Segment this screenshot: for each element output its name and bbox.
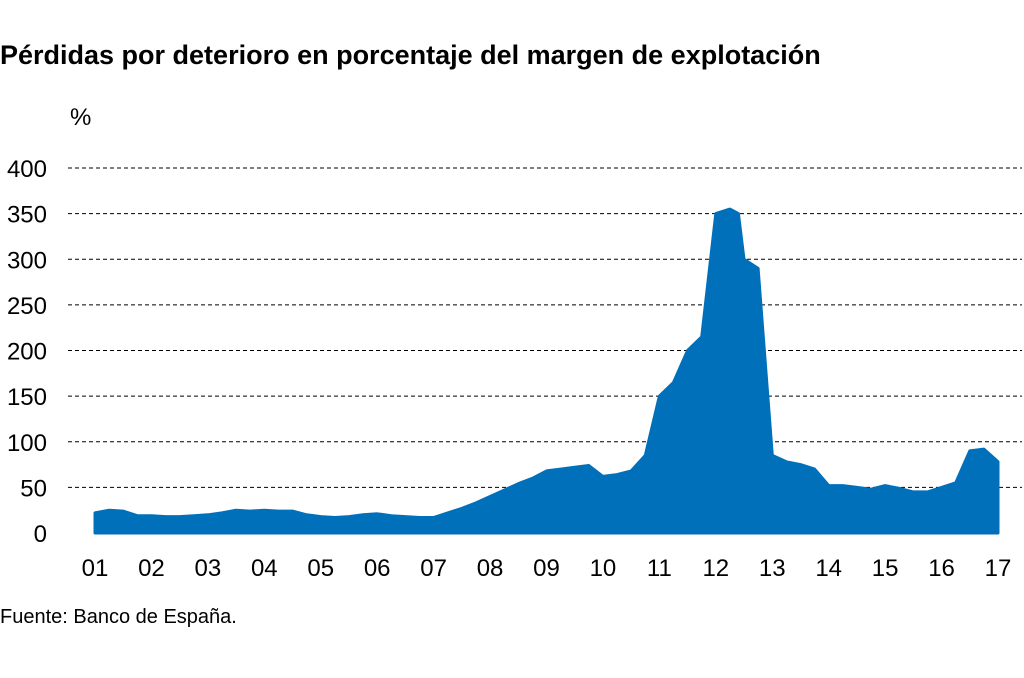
x-tick-label: 08 bbox=[477, 555, 504, 582]
y-tick-label: 250 bbox=[7, 293, 47, 320]
x-tick-label: 04 bbox=[251, 555, 278, 582]
y-tick-label: 0 bbox=[34, 521, 47, 548]
x-tick-label: 09 bbox=[533, 555, 560, 582]
x-tick-label: 15 bbox=[872, 555, 899, 582]
y-axis-unit-label: % bbox=[70, 104, 92, 131]
x-tick-label: 06 bbox=[364, 555, 391, 582]
x-tick-label: 05 bbox=[307, 555, 334, 582]
source-note: Fuente: Banco de España. bbox=[0, 606, 237, 628]
y-tick-label: 350 bbox=[7, 202, 47, 229]
y-tick-label: 100 bbox=[7, 430, 47, 457]
y-tick-label: 300 bbox=[7, 247, 47, 274]
y-axis-ticks: 0 50 100 150 200 250 300 350 400 bbox=[7, 156, 47, 548]
chart-title: Pérdidas por deterioro en porcentaje del… bbox=[0, 40, 821, 70]
x-tick-label: 17 bbox=[985, 555, 1012, 582]
x-tick-label: 01 bbox=[82, 555, 109, 582]
y-tick-label: 200 bbox=[7, 339, 47, 366]
x-tick-label: 10 bbox=[590, 555, 617, 582]
y-tick-label: 50 bbox=[20, 475, 47, 502]
x-tick-label: 12 bbox=[702, 555, 729, 582]
gridlines bbox=[68, 167, 1022, 488]
x-tick-label: 07 bbox=[420, 555, 447, 582]
x-tick-label: 02 bbox=[138, 555, 165, 582]
x-tick-label: 03 bbox=[195, 555, 222, 582]
x-tick-label: 14 bbox=[815, 555, 842, 582]
x-axis-ticks: 01 02 03 04 05 06 07 08 09 10 11 12 13 14 15 16 17 bbox=[82, 555, 1012, 582]
y-tick-label: 400 bbox=[7, 156, 47, 183]
y-tick-label: 150 bbox=[7, 384, 47, 411]
x-tick-label: 11 bbox=[647, 555, 672, 582]
x-tick-label: 16 bbox=[928, 555, 955, 582]
area-series-layer bbox=[93, 207, 1000, 535]
area-series-0 bbox=[93, 207, 1000, 535]
x-tick-label: 13 bbox=[759, 555, 786, 582]
